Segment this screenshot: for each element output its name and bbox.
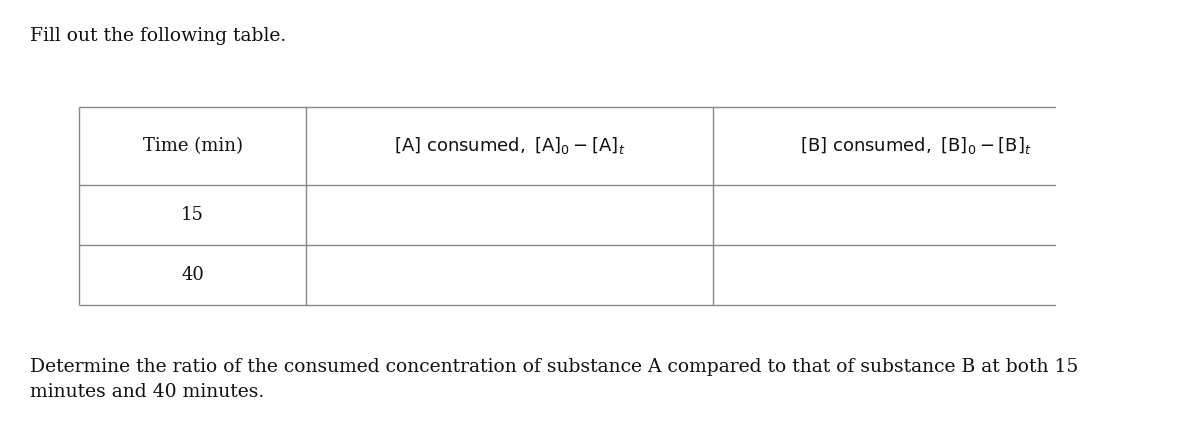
Text: $\mathrm{[B]\ consumed,\ [B]_0 - [B]_{\it{t}}}$: $\mathrm{[B]\ consumed,\ [B]_0 - [B]_{\i… [800,135,1032,156]
Text: $\mathrm{[A]\ consumed,\ [A]_0 - [A]_{\it{t}}}$: $\mathrm{[A]\ consumed,\ [A]_0 - [A]_{\i… [394,135,625,156]
Text: Determine the ratio of the consumed concentration of substance A compared to tha: Determine the ratio of the consumed conc… [30,358,1078,401]
Text: 15: 15 [181,206,204,224]
Text: 40: 40 [181,266,204,284]
Bar [79,107,1118,305]
Text: Time (min): Time (min) [143,137,242,155]
Text: Fill out the following table.: Fill out the following table. [30,27,286,44]
